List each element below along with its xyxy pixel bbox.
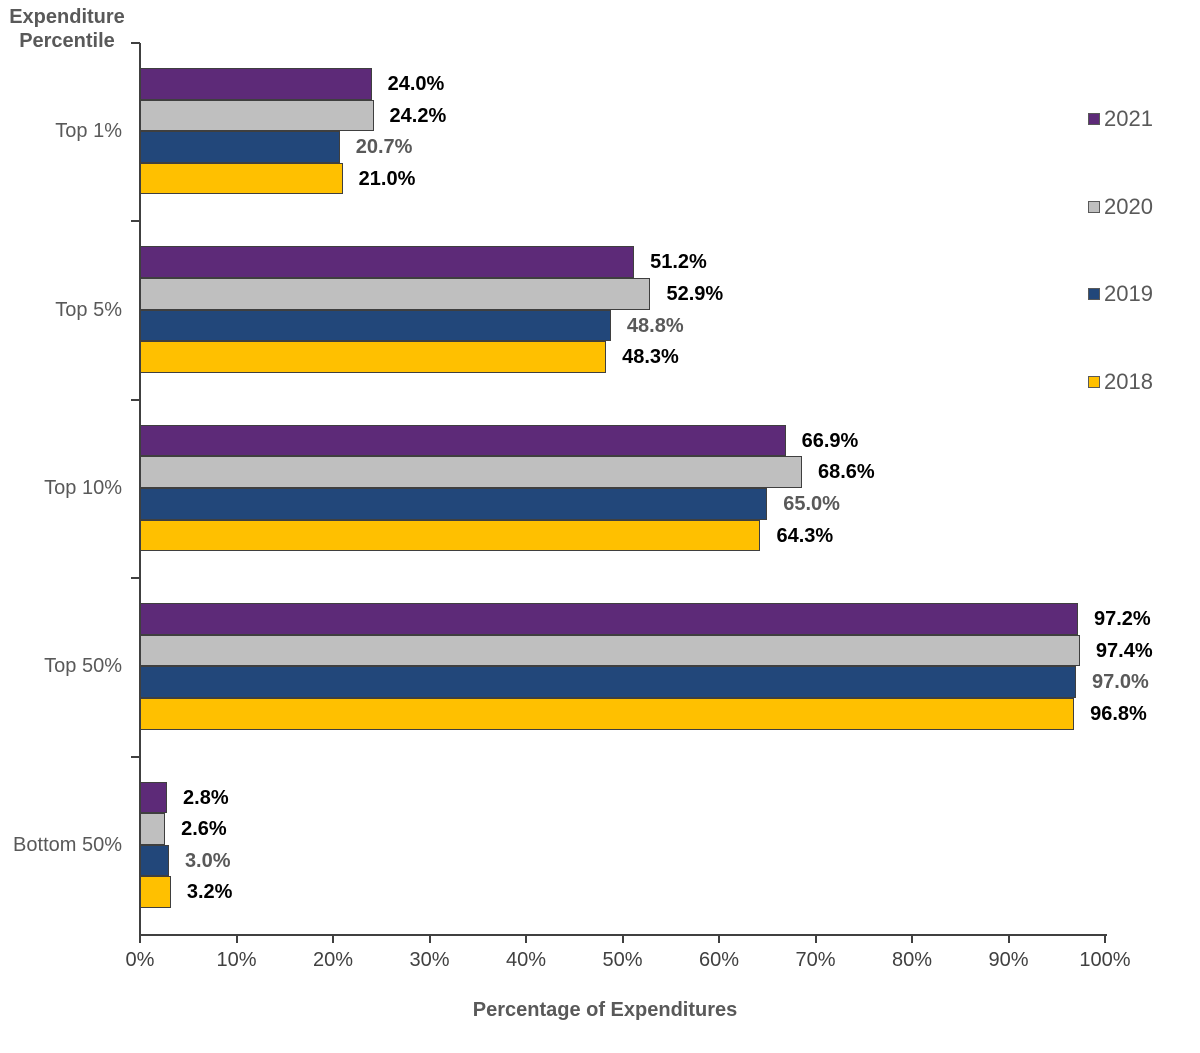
legend-label: 2019	[1104, 281, 1153, 307]
bar-value-label: 2.8%	[183, 786, 229, 809]
x-tick-label: 10%	[216, 949, 257, 971]
x-tick-label: 100%	[1079, 949, 1131, 971]
legend-item: 2019	[1088, 281, 1153, 307]
legend-marker-2019	[1088, 288, 1100, 301]
bar-2019	[140, 666, 1077, 698]
bar-2018	[140, 698, 1075, 730]
bar-value-label: 97.4%	[1095, 639, 1153, 662]
bar-value-label: 3.2%	[186, 881, 233, 904]
bar-value-label: 52.9%	[666, 283, 724, 305]
x-tick-label: 20%	[312, 949, 354, 971]
bar-2021	[140, 246, 635, 278]
bar-value-label: 64.3%	[776, 524, 834, 547]
bar-value-label: 66.9%	[801, 429, 859, 452]
x-axis-tick	[235, 935, 238, 943]
x-tick-label: 90%	[988, 949, 1029, 971]
x-axis-tick	[911, 935, 913, 943]
x-axis-tick	[814, 935, 817, 943]
bar-value-label: 65.0%	[783, 493, 840, 515]
bar-2018	[140, 876, 171, 908]
bar-value-label: 24.0%	[387, 73, 445, 95]
bar-2020	[140, 99, 374, 132]
bar-2020	[140, 813, 166, 845]
bar-2019	[140, 131, 340, 163]
bar-2021	[140, 68, 372, 100]
bar-2020	[140, 634, 1080, 667]
legend-marker-2020	[1088, 200, 1100, 213]
category-label: Top 5%	[55, 298, 122, 321]
x-tick-label: 60%	[698, 949, 740, 971]
bar-2018	[140, 519, 761, 552]
bar-value-label: 48.3%	[622, 346, 679, 369]
x-tick-label: 40%	[505, 949, 547, 971]
category-label: Bottom 50%	[13, 833, 122, 856]
x-tick-label: 0%	[125, 949, 155, 971]
bar-value-label: 51.2%	[650, 251, 707, 274]
y-axis-title: Expenditure Percentile	[9, 6, 125, 52]
bar-value-label: 21.0%	[358, 167, 416, 190]
x-axis-tick	[332, 935, 334, 943]
y-axis-tick	[131, 577, 140, 580]
legend-marker-2021	[1088, 113, 1100, 125]
x-axis-tick	[525, 935, 527, 943]
bar-2019	[140, 844, 169, 877]
bar-2020	[140, 456, 802, 488]
x-tick-label: 70%	[795, 949, 836, 971]
category-label: Top 1%	[55, 120, 122, 143]
x-tick-label: 30%	[409, 949, 450, 971]
bar-2018	[140, 162, 343, 195]
x-axis-tick	[718, 935, 720, 943]
bar-2018	[140, 341, 607, 373]
bar-2021	[140, 781, 168, 814]
category-label: Top 10%	[44, 477, 122, 499]
legend-marker-2018	[1088, 376, 1100, 389]
x-axis-tick	[428, 935, 431, 943]
bar-value-label: 96.8%	[1090, 703, 1147, 725]
legend-label: 2020	[1104, 193, 1153, 219]
bar-2019	[140, 488, 768, 520]
bar-value-label: 3.0%	[184, 849, 231, 872]
bar-2021	[140, 424, 786, 457]
bar-2021	[140, 603, 1078, 635]
bar-value-label: 24.2%	[389, 104, 447, 127]
x-axis-tick	[139, 935, 141, 943]
bar-2019	[140, 309, 611, 342]
legend-item: 2021	[1088, 106, 1153, 131]
x-axis-title: Percentage of Expenditures	[472, 999, 738, 1021]
y-axis-tick	[131, 398, 140, 401]
y-axis-tick	[131, 755, 140, 758]
x-tick-label: 80%	[891, 949, 933, 971]
bar-value-label: 97.0%	[1092, 671, 1149, 694]
x-axis-tick	[1007, 935, 1010, 943]
bar-value-label: 97.2%	[1093, 608, 1151, 631]
legend-label: 2021	[1104, 106, 1153, 131]
bar-value-label: 48.8%	[626, 314, 684, 337]
category-label: Top 50%	[44, 655, 122, 678]
x-tick-label: 50%	[602, 949, 643, 971]
bar-value-label: 68.6%	[817, 461, 875, 484]
y-axis-tick	[131, 42, 140, 44]
bar-value-label: 20.7%	[355, 136, 413, 159]
bar-value-label: 2.6%	[181, 818, 227, 841]
x-axis-tick	[1104, 935, 1106, 943]
y-axis-tick	[131, 220, 140, 223]
legend-item: 2018	[1088, 369, 1153, 395]
legend-item: 2020	[1088, 193, 1153, 219]
legend-label: 2018	[1104, 369, 1153, 395]
bar-2020	[140, 278, 651, 310]
x-axis-tick	[621, 935, 624, 943]
